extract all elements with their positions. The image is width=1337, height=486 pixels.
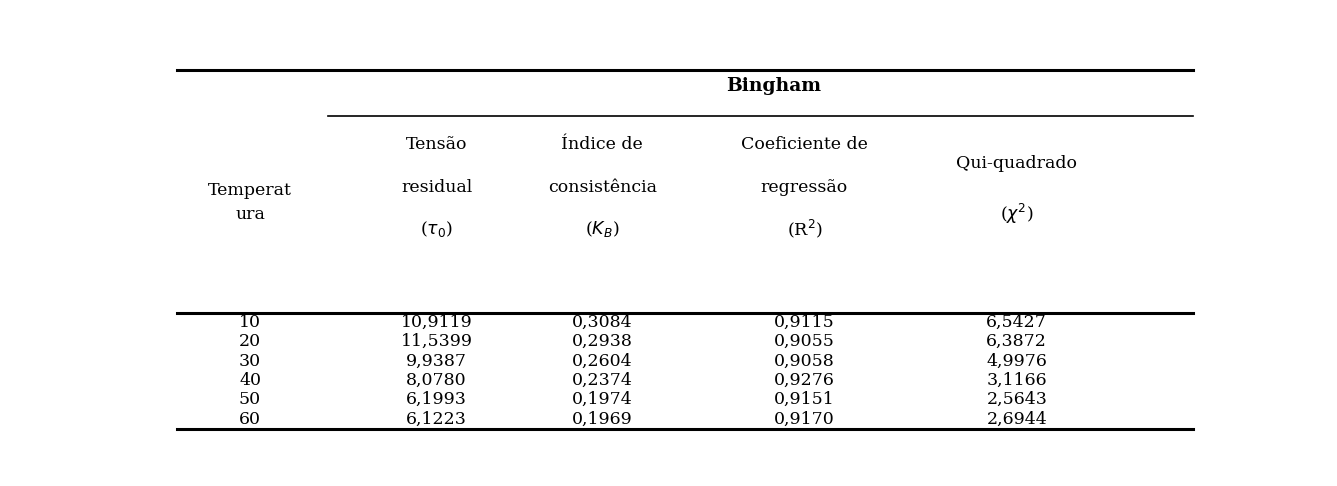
Text: ($\tau_0$): ($\tau_0$) bbox=[420, 219, 453, 239]
Text: 6,3872: 6,3872 bbox=[987, 333, 1047, 350]
Text: residual: residual bbox=[401, 179, 472, 196]
Text: 11,5399: 11,5399 bbox=[401, 333, 472, 350]
Text: regressão: regressão bbox=[761, 179, 848, 196]
Text: 0,2604: 0,2604 bbox=[572, 353, 632, 370]
Text: 0,9055: 0,9055 bbox=[774, 333, 834, 350]
Text: 3,1166: 3,1166 bbox=[987, 372, 1047, 389]
Text: 4,9976: 4,9976 bbox=[987, 353, 1047, 370]
Text: 8,0780: 8,0780 bbox=[406, 372, 467, 389]
Text: 0,2374: 0,2374 bbox=[572, 372, 632, 389]
Text: 6,1223: 6,1223 bbox=[406, 411, 467, 428]
Text: ($\chi^2$): ($\chi^2$) bbox=[1000, 202, 1034, 226]
Text: 30: 30 bbox=[239, 353, 261, 370]
Text: 0,1969: 0,1969 bbox=[572, 411, 632, 428]
Text: 0,9151: 0,9151 bbox=[774, 391, 834, 408]
Text: Temperat
ura: Temperat ura bbox=[209, 182, 291, 223]
Text: 2,5643: 2,5643 bbox=[987, 391, 1047, 408]
Text: 2,6944: 2,6944 bbox=[987, 411, 1047, 428]
Text: 0,3084: 0,3084 bbox=[572, 314, 632, 331]
Text: Tensão: Tensão bbox=[406, 136, 467, 153]
Text: 6,5427: 6,5427 bbox=[987, 314, 1047, 331]
Text: 0,1974: 0,1974 bbox=[572, 391, 632, 408]
Text: 10: 10 bbox=[239, 314, 261, 331]
Text: consistência: consistência bbox=[548, 179, 656, 196]
Text: Bingham: Bingham bbox=[726, 77, 821, 95]
Text: 50: 50 bbox=[239, 391, 261, 408]
Text: 0,2938: 0,2938 bbox=[572, 333, 632, 350]
Text: Índice de: Índice de bbox=[562, 136, 643, 153]
Text: Qui-quadrado: Qui-quadrado bbox=[956, 155, 1078, 172]
Text: 60: 60 bbox=[239, 411, 261, 428]
Text: 0,9058: 0,9058 bbox=[774, 353, 834, 370]
Text: (R$^2$): (R$^2$) bbox=[786, 217, 822, 240]
Text: 10,9119: 10,9119 bbox=[401, 314, 472, 331]
Text: ($K_B$): ($K_B$) bbox=[586, 219, 619, 239]
Text: 0,9115: 0,9115 bbox=[774, 314, 834, 331]
Text: Coeficiente de: Coeficiente de bbox=[741, 136, 868, 153]
Text: 20: 20 bbox=[239, 333, 261, 350]
Text: 9,9387: 9,9387 bbox=[406, 353, 467, 370]
Text: 0,9170: 0,9170 bbox=[774, 411, 834, 428]
Text: 0,9276: 0,9276 bbox=[774, 372, 834, 389]
Text: 6,1993: 6,1993 bbox=[406, 391, 467, 408]
Text: 40: 40 bbox=[239, 372, 261, 389]
